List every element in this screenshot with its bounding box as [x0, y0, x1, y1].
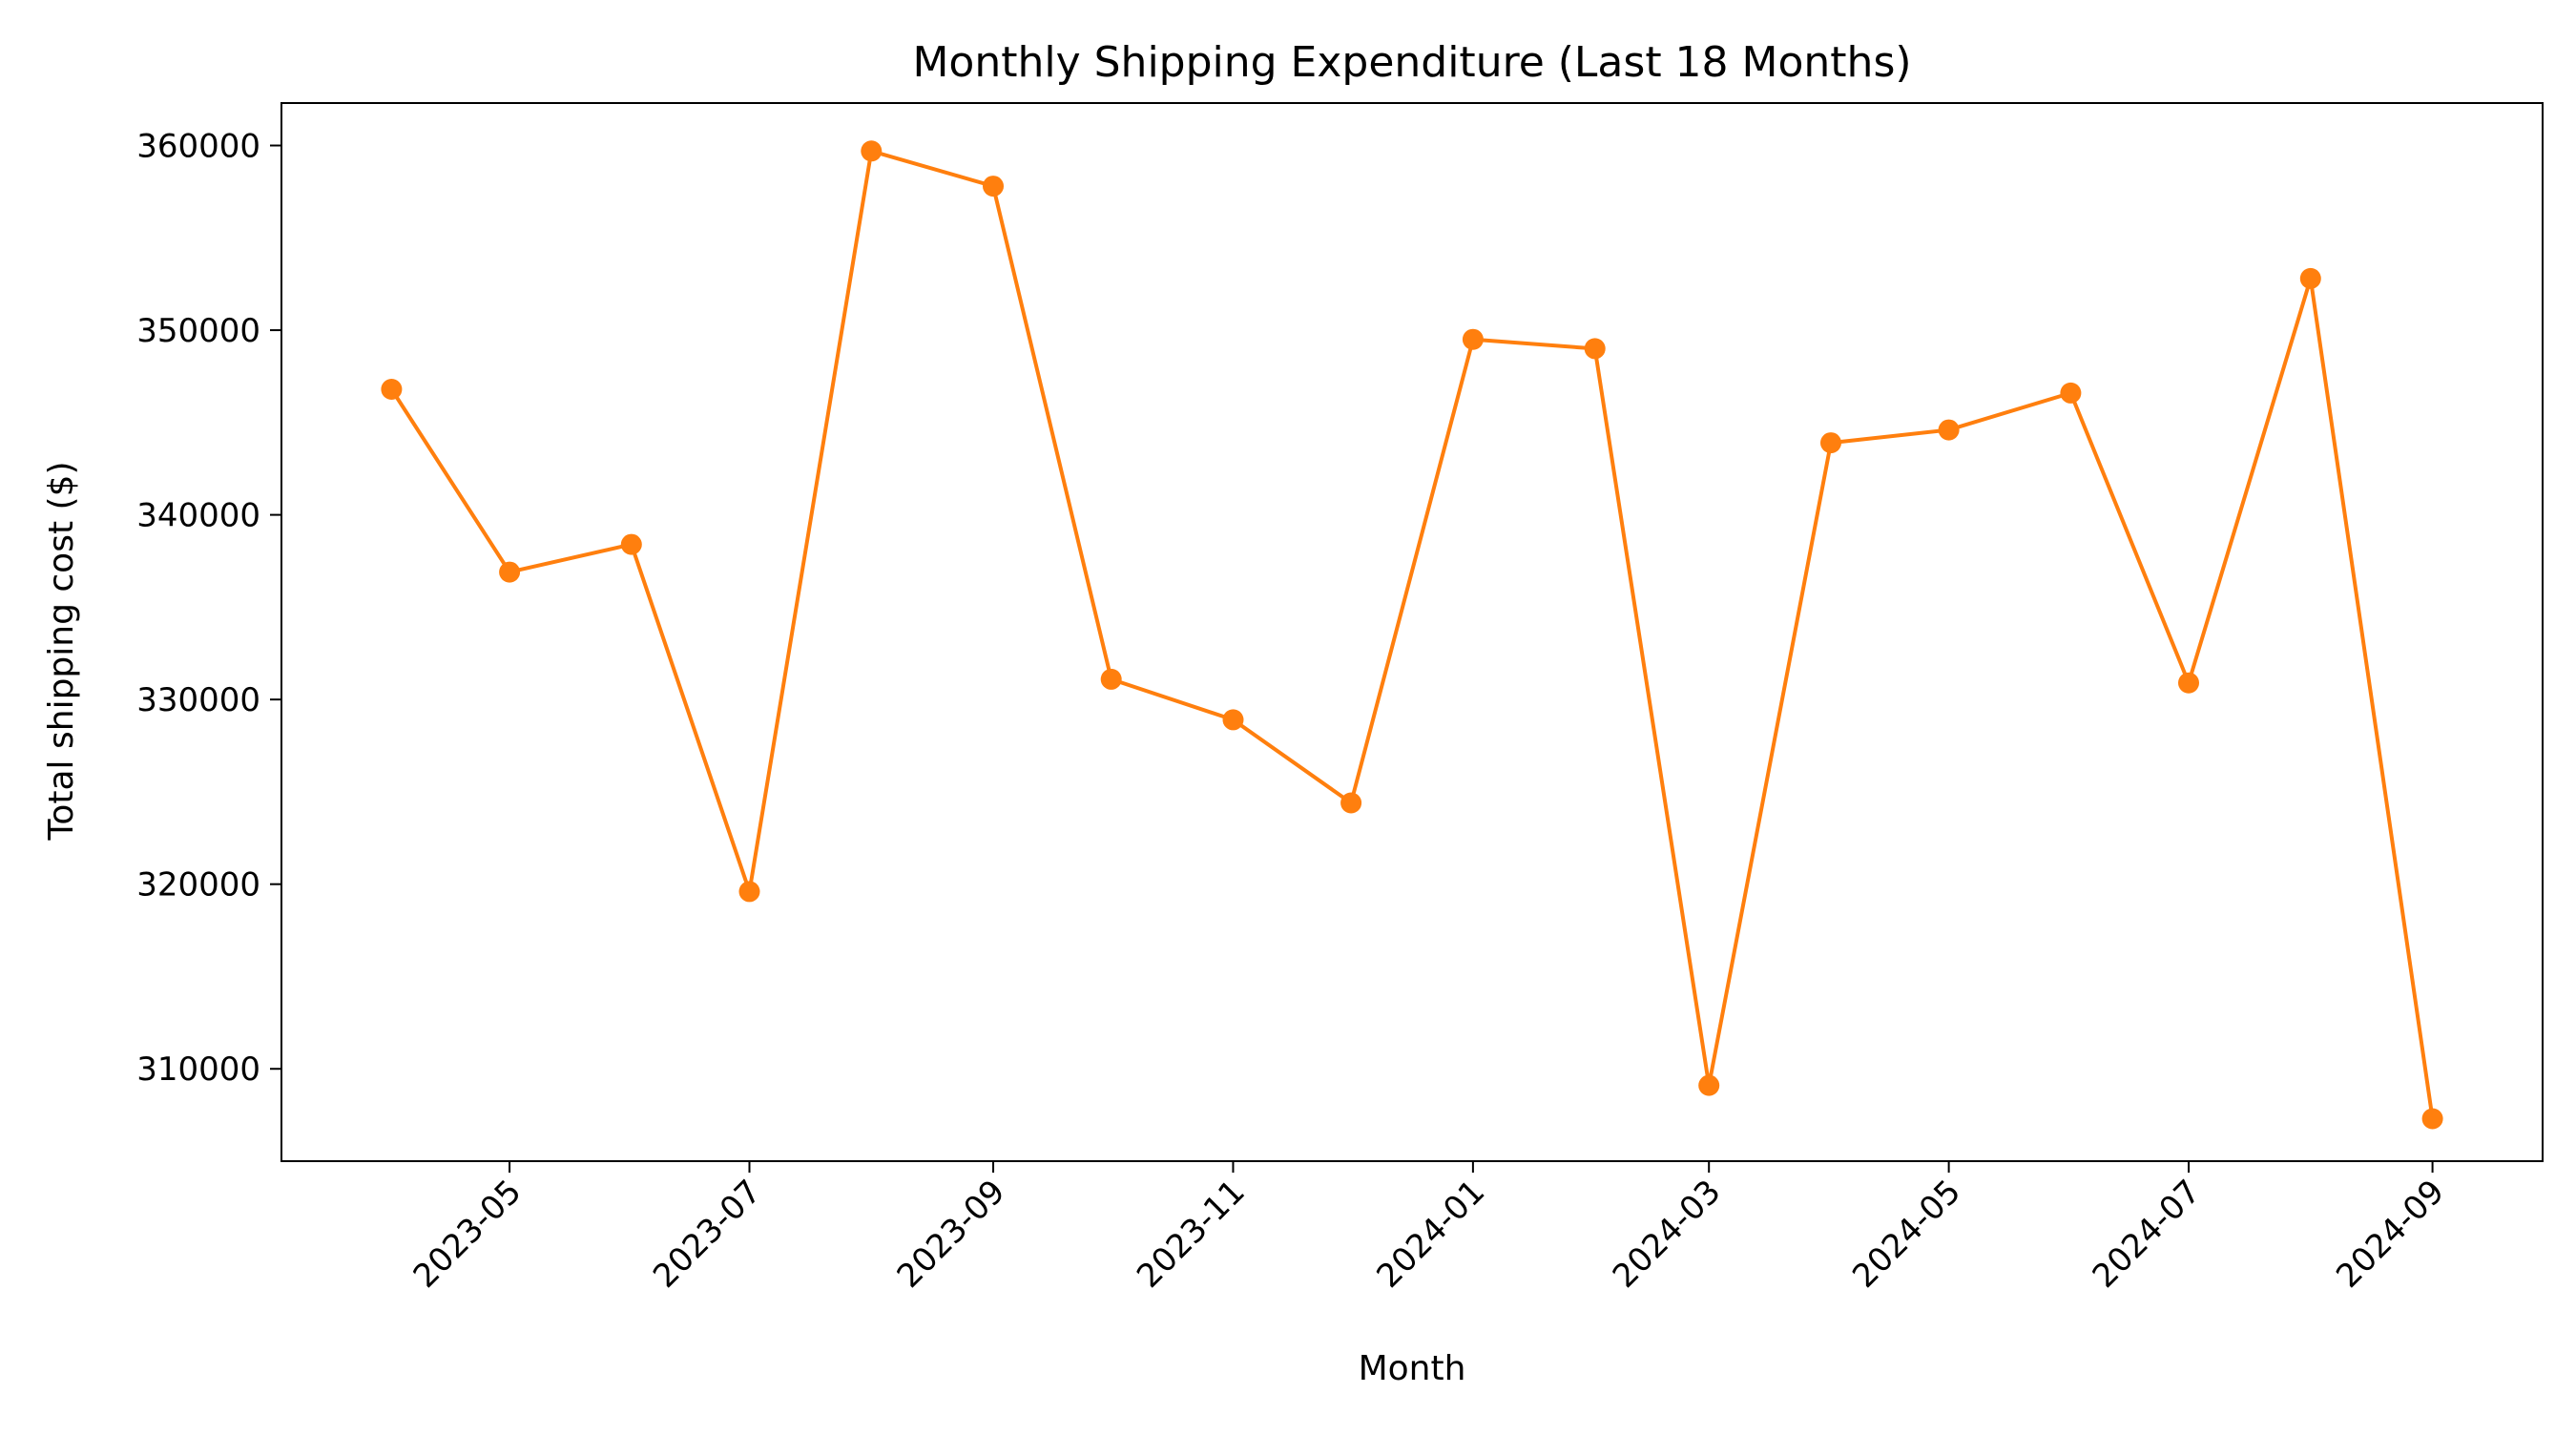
data-point: [1340, 792, 1362, 814]
y-tick-label: 330000: [136, 681, 260, 719]
x-tick-label: 2023-07: [646, 1173, 769, 1296]
series-layer: [381, 140, 2443, 1130]
data-point: [1222, 709, 1244, 731]
plot-area: [280, 102, 2544, 1162]
x-tick-label: 2023-11: [1130, 1173, 1253, 1296]
x-tick-label: 2024-09: [2329, 1173, 2452, 1296]
x-axis-label: Month: [1359, 1349, 1466, 1388]
series-line: [389, 149, 2435, 1119]
data-point: [499, 561, 521, 583]
data-point: [1938, 419, 1960, 441]
data-point: [1100, 668, 1122, 690]
data-point: [983, 176, 1004, 198]
x-tick-label: 2024-07: [2086, 1173, 2209, 1296]
data-point: [2060, 382, 2082, 404]
data-point: [2178, 672, 2199, 694]
x-tick-label: 2024-01: [1370, 1173, 1493, 1296]
y-tick-label: 340000: [136, 497, 260, 535]
y-tick-label: 320000: [136, 866, 260, 905]
x-tick-label: 2023-05: [406, 1173, 530, 1296]
plot-frame: [280, 102, 2544, 1162]
data-point: [1462, 328, 1484, 350]
x-tick-label: 2023-09: [890, 1173, 1013, 1296]
y-axis-label: Total shipping cost ($): [42, 461, 81, 841]
data-point: [1698, 1074, 1720, 1096]
x-axis: 2023-05 2023-07 2023-09 2023-11 2024-01 2024-…: [406, 1161, 2452, 1296]
data-point: [2299, 267, 2321, 289]
y-tick-label: 350000: [136, 312, 260, 350]
data-point: [620, 533, 642, 555]
y-tick-label: 310000: [136, 1050, 260, 1089]
x-tick-label: 2024-03: [1606, 1173, 1729, 1296]
data-point: [2421, 1108, 2443, 1130]
data-point: [381, 379, 403, 400]
x-tick-label: 2024-05: [1845, 1173, 1968, 1296]
data-point: [738, 881, 760, 903]
data-point: [1820, 432, 1841, 454]
data-point: [861, 140, 883, 162]
data-point: [1584, 338, 1606, 360]
chart-title: Monthly Shipping Expenditure (Last 18 Mo…: [912, 38, 1911, 87]
y-tick-label: 360000: [136, 128, 260, 166]
y-axis: 310000 320000 330000 340000 350000 360000: [136, 128, 281, 1089]
